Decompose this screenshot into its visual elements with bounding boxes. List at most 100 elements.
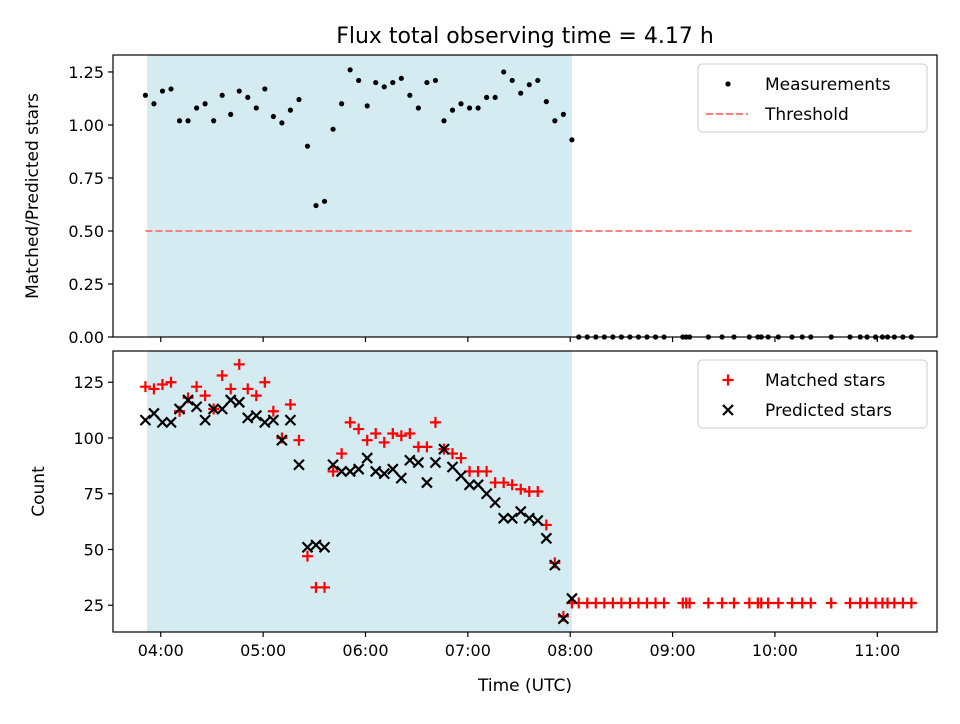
- data-point: [190, 400, 203, 413]
- data-point: [472, 479, 484, 491]
- x-tick-label: 10:00: [752, 641, 798, 660]
- data-point: [267, 414, 280, 426]
- data-point: [658, 597, 670, 609]
- data-point: [344, 416, 356, 428]
- data-point: [250, 390, 262, 402]
- y-tick-label: 1.25: [68, 63, 104, 82]
- data-point: [327, 465, 339, 477]
- series-matched-stars: [139, 358, 917, 622]
- data-point: [523, 512, 536, 525]
- data-point: [432, 77, 439, 84]
- x-tick-label: 11:00: [854, 641, 900, 660]
- data-point: [438, 443, 450, 455]
- data-point: [480, 487, 493, 500]
- data-point: [267, 405, 279, 417]
- data-point: [449, 107, 456, 113]
- data-point: [772, 597, 784, 609]
- legend-label: Predicted stars: [765, 401, 892, 421]
- bottom-subplot: 25 50 75 100 125 04:00 05:00 06:00 07:00 08:00 09:…: [29, 350, 938, 660]
- data-point: [762, 597, 774, 609]
- y-tick-label: 50: [84, 540, 104, 559]
- data-point: [176, 118, 183, 124]
- data-point: [509, 77, 515, 84]
- y-axis-label: Matched/Predicted stars: [23, 93, 43, 299]
- data-point: [398, 75, 404, 81]
- data-point: [241, 412, 254, 424]
- data-point: [540, 532, 553, 545]
- data-point: [497, 512, 510, 525]
- data-point: [142, 92, 149, 98]
- x-tick-label: 04:00: [138, 641, 184, 660]
- data-point: [455, 452, 467, 464]
- data-point: [284, 399, 296, 411]
- data-point: [446, 461, 459, 473]
- data-point: [387, 463, 399, 475]
- data-point: [301, 550, 313, 562]
- data-point: [310, 539, 322, 551]
- data-point: [182, 394, 194, 406]
- y-tick-label: 25: [84, 596, 104, 615]
- data-point: [219, 92, 225, 98]
- data-point: [202, 101, 208, 107]
- data-point: [352, 463, 365, 475]
- data-point: [185, 118, 191, 124]
- data-point: [844, 597, 856, 609]
- data-point: [361, 452, 373, 464]
- data-point: [207, 403, 220, 415]
- data-point: [211, 118, 217, 124]
- legend-marker: [722, 404, 734, 416]
- axes-frame: [112, 54, 938, 338]
- top-subplot: 0.00 0.25 0.50 0.75 1.00 1.25 Matched/Predicte…: [23, 54, 938, 347]
- data-point: [404, 428, 416, 440]
- data-point: [535, 77, 541, 84]
- data-point: [378, 436, 390, 448]
- data-point: [344, 465, 356, 478]
- data-point: [501, 69, 507, 75]
- data-point: [552, 118, 558, 124]
- data-point: [441, 118, 447, 124]
- data-point: [262, 86, 268, 92]
- data-point: [339, 101, 345, 107]
- data-point: [304, 143, 311, 149]
- data-point: [466, 105, 473, 111]
- data-point: [526, 82, 532, 88]
- data-point: [233, 396, 246, 409]
- data-point: [225, 383, 237, 395]
- data-point: [421, 441, 433, 453]
- data-point: [250, 409, 263, 422]
- data-point: [245, 94, 251, 101]
- data-point: [228, 111, 234, 117]
- data-point: [825, 597, 837, 609]
- data-point: [139, 381, 151, 393]
- y-tick-label: 1.00: [68, 116, 104, 135]
- data-point: [347, 67, 353, 73]
- data-point: [287, 107, 294, 113]
- data-point: [168, 86, 174, 92]
- data-point: [279, 120, 285, 126]
- data-point: [242, 383, 254, 395]
- data-point: [159, 88, 166, 94]
- data-point: [335, 465, 348, 478]
- data-point: [429, 416, 441, 428]
- data-point: [148, 407, 160, 420]
- data-point: [156, 378, 168, 390]
- observing-window-span: [147, 351, 572, 632]
- x-tick-label: 07:00: [445, 641, 491, 660]
- data-point: [156, 416, 169, 429]
- y-axis-label: Count: [29, 466, 49, 517]
- data-point: [560, 111, 566, 117]
- data-point: [336, 448, 348, 460]
- data-point: [370, 428, 382, 440]
- data-point: [301, 541, 314, 554]
- data-point: [224, 394, 237, 406]
- data-point: [481, 465, 493, 477]
- data-point: [321, 198, 328, 204]
- data-point: [165, 416, 177, 429]
- data-point: [378, 467, 391, 480]
- data-point: [216, 403, 228, 415]
- data-point: [165, 376, 177, 388]
- data-point: [361, 434, 373, 446]
- y-tick-label: 0.50: [68, 222, 104, 241]
- x-tick-label: 05:00: [240, 641, 286, 660]
